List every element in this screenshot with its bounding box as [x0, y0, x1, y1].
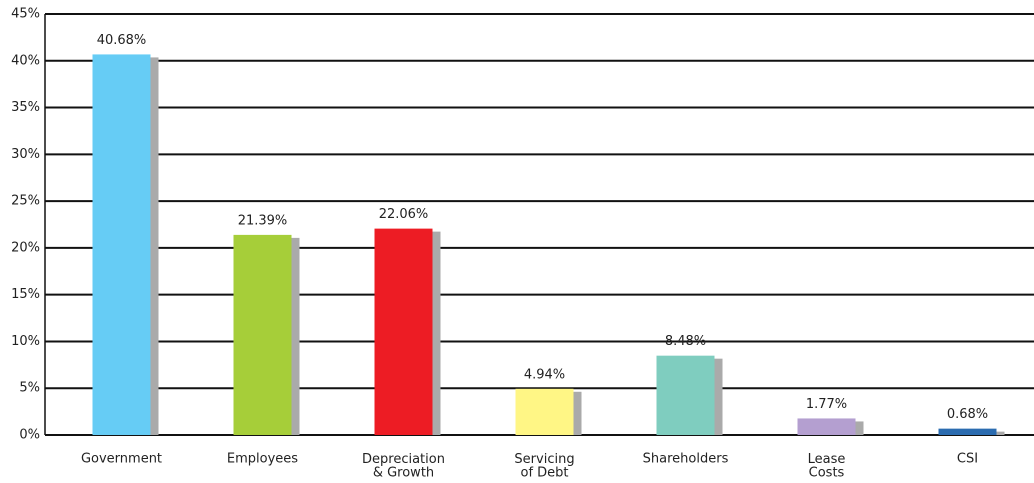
y-tick-label: 20%: [11, 240, 40, 255]
y-tick-label: 25%: [11, 194, 40, 209]
bar: [797, 418, 856, 435]
value-label: 40.68%: [97, 33, 147, 48]
bar: [515, 388, 574, 435]
value-label: 22.06%: [379, 207, 429, 222]
value-label: 0.68%: [947, 407, 988, 422]
bar: [656, 355, 715, 435]
x-tick-label: Shareholders: [643, 452, 729, 467]
bar: [92, 54, 151, 435]
x-tick-label: CSI: [957, 452, 978, 467]
value-label: 8.48%: [665, 334, 706, 349]
y-tick-label: 40%: [11, 53, 40, 68]
x-tick-label: Servicing of Debt: [514, 452, 574, 481]
bar: [374, 228, 433, 435]
value-label: 4.94%: [524, 367, 565, 382]
x-tick-label: Lease Costs: [808, 452, 846, 481]
x-tick-label: Employees: [227, 452, 298, 467]
y-tick-label: 10%: [11, 334, 40, 349]
x-tick-label: Depreciation & Growth: [362, 452, 445, 481]
y-tick-label: 15%: [11, 287, 40, 302]
y-tick-label: 35%: [11, 100, 40, 115]
y-tick-label: 5%: [19, 381, 40, 396]
y-tick-label: 30%: [11, 147, 40, 162]
y-tick-label: 45%: [11, 7, 40, 22]
bar: [938, 428, 997, 435]
value-label: 1.77%: [806, 397, 847, 412]
x-tick-label: Government: [81, 452, 162, 467]
y-tick-label: 0%: [19, 428, 40, 443]
value-label: 21.39%: [238, 213, 288, 228]
bar: [233, 234, 292, 435]
